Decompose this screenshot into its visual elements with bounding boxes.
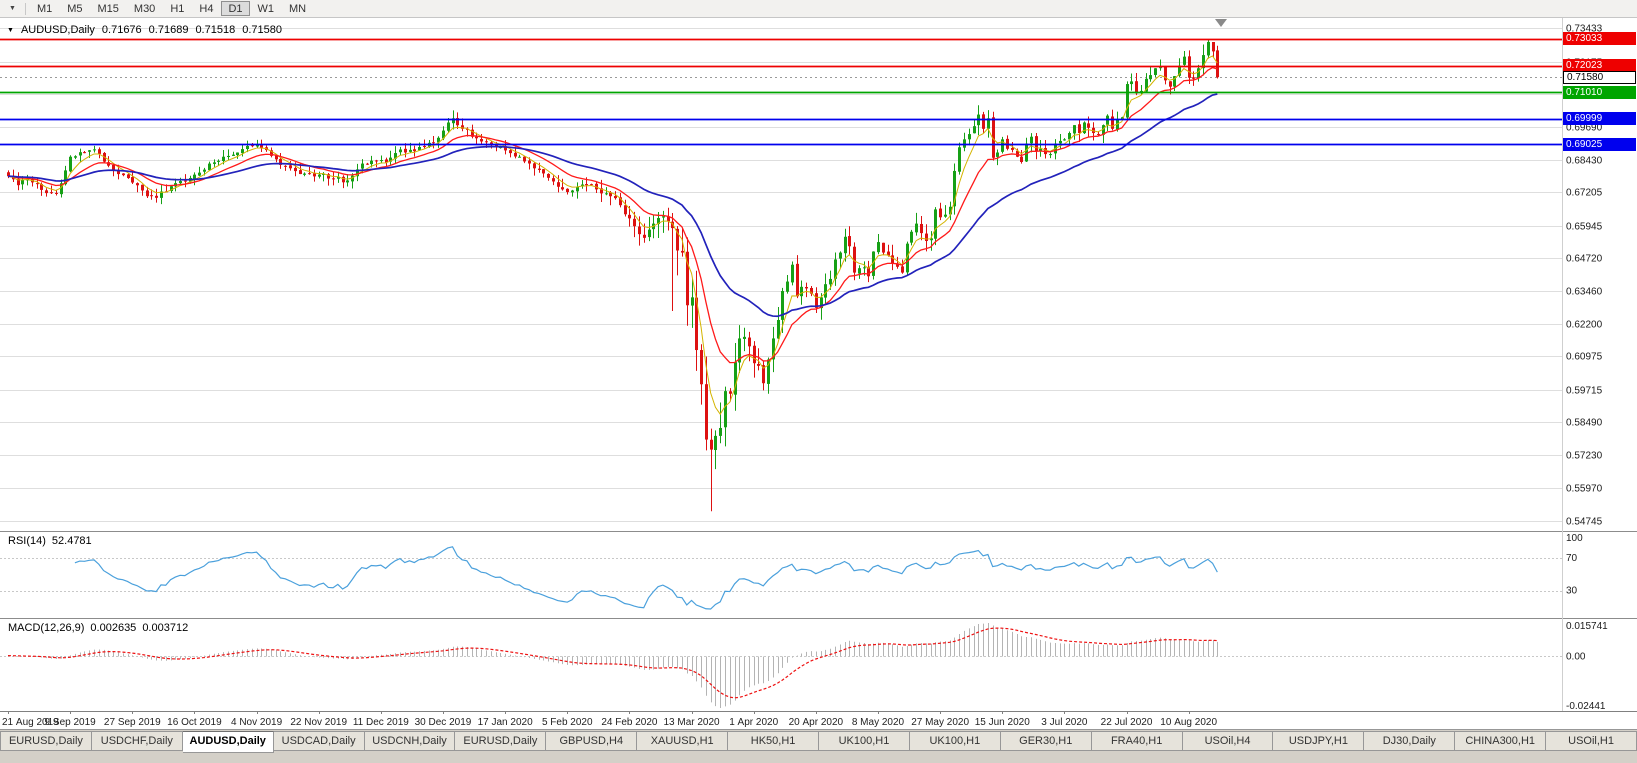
- price-line-label-resistance-0: 0.73033: [1563, 32, 1636, 46]
- timeframe-toolbar: ▼ M1 M5 M15 M30 H1 H4 D1 W1 MN: [0, 0, 1637, 18]
- timeframe-button-d1[interactable]: D1: [221, 1, 250, 16]
- chart-tabs: EURUSD,Daily USDCHF,Daily AUDUSD,Daily USDC…: [0, 730, 1637, 753]
- chart-window: ▼ AUDUSD,Daily 0.71676 0.71689 0.71518 0…: [0, 18, 1637, 729]
- timeframe-button-m5[interactable]: M5: [67, 3, 83, 15]
- toolbar-separator: [24, 2, 26, 15]
- chart-symbol-header: ▼ AUDUSD,Daily 0.71676 0.71689 0.71518 0…: [7, 24, 282, 36]
- chart-tab-uk100-h1[interactable]: UK100,H1: [819, 731, 910, 751]
- price-chart-canvas[interactable]: [0, 18, 1637, 729]
- price-line-label-resistance-1: 0.72023: [1563, 59, 1636, 73]
- chart-tab-eurusd-daily[interactable]: EURUSD,Daily: [0, 731, 92, 751]
- chart-tab-dj30-daily[interactable]: DJ30,Daily: [1364, 731, 1456, 751]
- timeframe-button-m1[interactable]: M1: [36, 3, 53, 15]
- chart-tab-hk50-h1[interactable]: HK50,H1: [728, 731, 820, 751]
- chart-tab-gbpusd-h4[interactable]: GBPUSD,H4: [546, 731, 638, 751]
- macd-indicator-header: MACD(12,26,9) 0.002635 0.003712: [8, 622, 188, 634]
- timeframe-button-m30[interactable]: M30: [133, 3, 156, 15]
- macd-label: MACD(12,26,9): [8, 622, 85, 634]
- timeframe-button-w1[interactable]: W1: [257, 3, 275, 15]
- ohlc-open: 0.71676: [101, 24, 142, 36]
- chart-tab-usoil-h1[interactable]: USOil,H1: [1546, 731, 1637, 751]
- chart-tab-usoil-h4[interactable]: USOil,H4: [1182, 731, 1274, 751]
- chart-tab-fra40-h1[interactable]: FRA40,H1: [1091, 731, 1183, 751]
- ohlc-low: 0.71518: [195, 24, 236, 36]
- chart-tabs-bar: EURUSD,Daily USDCHF,Daily AUDUSD,Daily USDC…: [0, 729, 1637, 763]
- toolbar-menu-icon[interactable]: ▼: [9, 5, 16, 12]
- chart-tab-china300-h1[interactable]: CHINA300,H1: [1455, 731, 1547, 751]
- chart-tab-usdcnh-daily[interactable]: USDCNH,Daily: [364, 731, 456, 751]
- chart-tab-eurusd-daily[interactable]: EURUSD,Daily: [455, 731, 547, 751]
- chart-tab-usdchf-daily[interactable]: USDCHF,Daily: [91, 731, 183, 751]
- rsi-indicator-header: RSI(14) 52.4781: [8, 535, 92, 547]
- price-line-label-support-5: 0.69025: [1563, 137, 1636, 151]
- symbol-dropdown-icon[interactable]: ▼: [7, 26, 14, 34]
- symbol-title: AUDUSD,Daily: [20, 24, 95, 36]
- chart-tab-usdcad-daily[interactable]: USDCAD,Daily: [273, 731, 365, 751]
- chart-tab-uk100-h1[interactable]: UK100,H1: [909, 731, 1001, 751]
- ohlc-high: 0.71689: [148, 24, 189, 36]
- timeframe-button-h4[interactable]: H4: [199, 3, 214, 15]
- chart-tab-ger30-h1[interactable]: GER30,H1: [1000, 731, 1092, 751]
- chart-tab-xauusd-h1[interactable]: XAUUSD,H1: [637, 731, 729, 751]
- timeframe-button-h1[interactable]: H1: [170, 3, 185, 15]
- price-line-label-current-price-2: 0.71580: [1563, 70, 1636, 84]
- timeframe-button-m15[interactable]: M15: [97, 3, 119, 15]
- chart-tab-usdjpy-h1[interactable]: USDJPY,H1: [1273, 731, 1365, 751]
- price-line-label-support-3: 0.71010: [1563, 85, 1636, 99]
- rsi-label: RSI(14): [8, 535, 46, 547]
- rsi-value: 52.4781: [51, 535, 92, 547]
- timeframe-buttons: M1 M5 M15 M30 H1 H4 D1 W1 MN: [30, 1, 313, 16]
- timeframe-button-mn[interactable]: MN: [289, 3, 307, 15]
- price-line-label-support-4: 0.69999: [1563, 112, 1636, 126]
- chart-tab-audusd-daily[interactable]: AUDUSD,Daily: [182, 731, 274, 753]
- macd-signal-value: 0.003712: [142, 622, 189, 634]
- macd-main-value: 0.002635: [90, 622, 137, 634]
- ohlc-close: 0.71580: [242, 24, 282, 36]
